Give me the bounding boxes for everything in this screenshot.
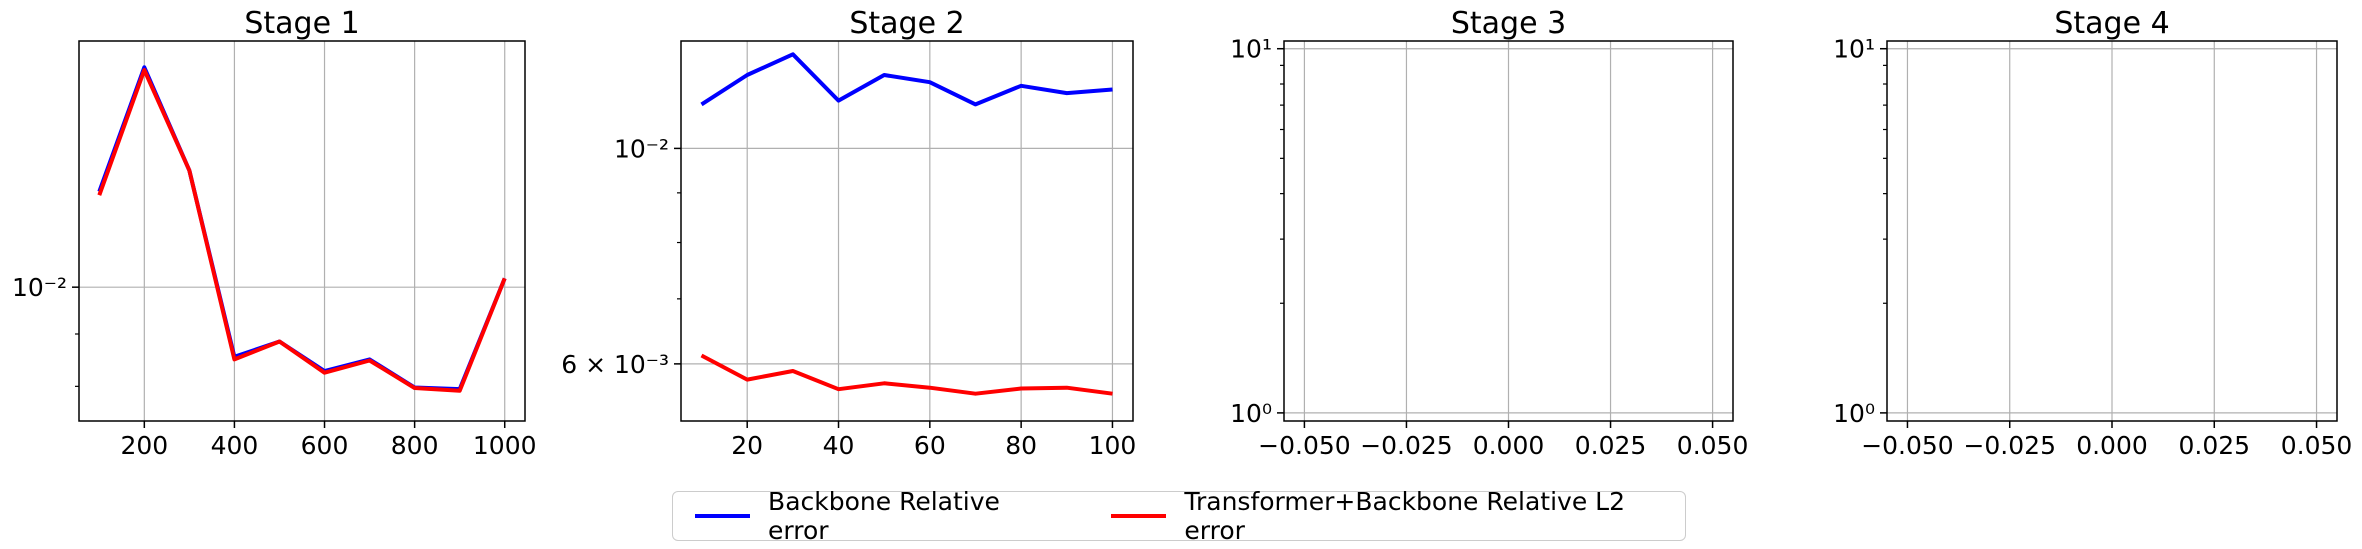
x-tick-label: 0.000 [2076, 431, 2148, 460]
chart-title: Stage 4 [2054, 6, 2169, 41]
legend-swatch-red [1111, 514, 1167, 518]
x-tick-label: 400 [211, 431, 259, 460]
y-tick-label: 10⁻² [614, 134, 669, 163]
chart-title: Stage 3 [1451, 6, 1566, 41]
x-tick-label: 1000 [473, 431, 537, 460]
x-tick-label: 0.050 [1677, 431, 1749, 460]
legend-label-transformer: Transformer+Backbone Relative L2 error [1184, 487, 1625, 545]
series-line-transformer [700, 353, 1113, 396]
chart-title: Stage 1 [244, 6, 359, 41]
axes-frame [78, 40, 526, 422]
x-tick-label: 0.050 [2281, 431, 2353, 460]
y-tick-label: 10⁰ [1230, 399, 1272, 428]
x-tick-label: 40 [823, 431, 855, 460]
legend-item-transformer: Transformer+Backbone Relative L2 error [1111, 487, 1685, 545]
y-tick-label: 10¹ [1230, 35, 1272, 64]
x-tick-label: −0.050 [1861, 431, 1954, 460]
x-tick-label: 0.025 [2178, 431, 2250, 460]
legend: Backbone Relative error Transformer+Back… [672, 487, 1686, 545]
x-tick-label: 200 [120, 431, 168, 460]
y-tick-label: 10¹ [1833, 35, 1875, 64]
x-tick-label: −0.025 [1360, 431, 1453, 460]
axes-frame [680, 40, 1134, 422]
x-tick-label: 800 [391, 431, 439, 460]
legend-label-backbone: Backbone Relative error [768, 487, 1000, 545]
x-tick-label: 80 [1005, 431, 1037, 460]
x-tick-label: 20 [731, 431, 763, 460]
x-tick-label: 60 [914, 431, 946, 460]
x-tick-label: 600 [301, 431, 349, 460]
x-tick-label: −0.025 [1963, 431, 2056, 460]
x-tick-label: 0.000 [1473, 431, 1545, 460]
panel-2: 20 40 60 80 100 10⁻² 6 × 10⁻³ Stage 2 [561, 6, 1136, 460]
series-line-transformer [97, 68, 507, 393]
x-tick-label: 0.025 [1575, 431, 1647, 460]
legend-swatch-blue [695, 514, 751, 518]
series-line-backbone [97, 65, 507, 392]
panel-1: 200 400 600 800 1000 10⁻² Stage 1 [12, 6, 537, 460]
panel-3: −0.050 −0.025 0.000 0.025 0.050 10¹ 10⁰ Stage 3 [1230, 6, 1748, 460]
legend-item-backbone: Backbone Relative error [695, 487, 1063, 545]
y-tick-label: 6 × 10⁻³ [561, 350, 669, 379]
x-tick-label: 100 [1089, 431, 1137, 460]
y-tick-label: 10⁻² [12, 273, 67, 302]
chart-title: Stage 2 [849, 6, 964, 41]
series-line-backbone [700, 52, 1113, 107]
y-tick-label: 10⁰ [1833, 399, 1875, 428]
x-tick-label: −0.050 [1258, 431, 1351, 460]
panel-4: −0.050 −0.025 0.000 0.025 0.050 10¹ 10⁰ Stage 4 [1833, 6, 2352, 460]
